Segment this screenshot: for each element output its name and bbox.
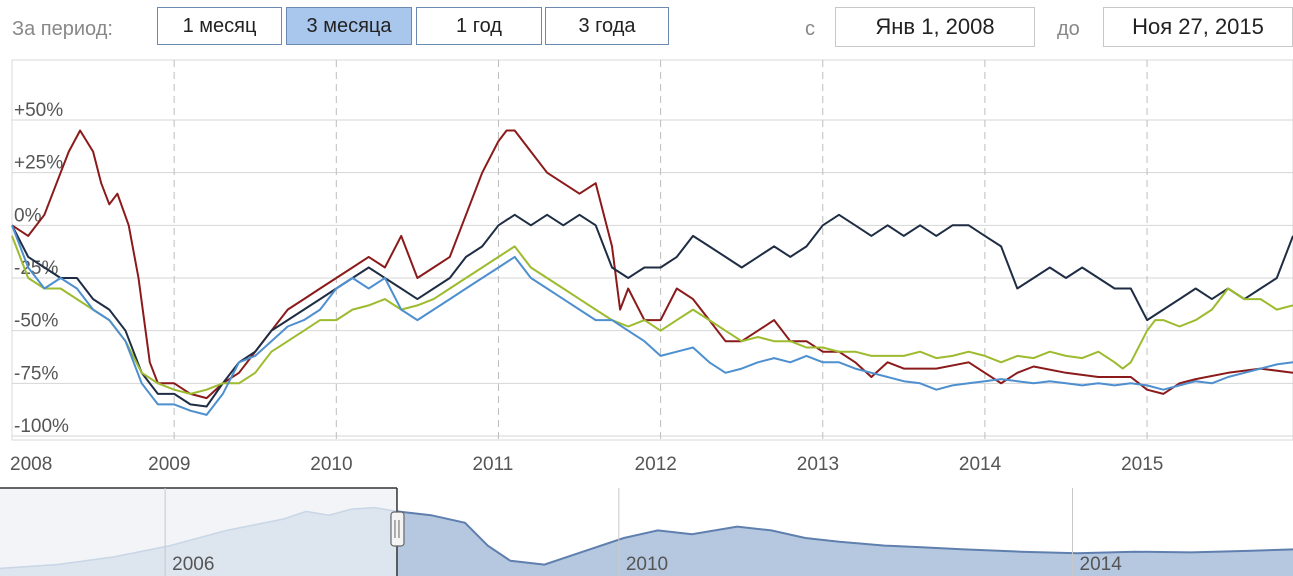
x-tick-label: 2012 bbox=[635, 454, 677, 475]
navigator-year-label: 2006 bbox=[172, 554, 214, 575]
navigator-content: 2006 2010 2014 bbox=[0, 484, 1293, 576]
navigator-line-unselected bbox=[0, 506, 398, 570]
y-tick-label: -75% bbox=[14, 363, 58, 384]
range-3-months-button[interactable]: 3 месяца bbox=[286, 7, 412, 45]
toolbar: За период: 1 месяц 3 месяца 1 год 3 года… bbox=[0, 0, 1293, 52]
x-tick-label: 2008 bbox=[10, 454, 52, 475]
x-tick-label: 2013 bbox=[797, 454, 839, 475]
range-1-month-button[interactable]: 1 месяц bbox=[157, 7, 282, 45]
series-line-0 bbox=[11, 129, 1293, 400]
range-3-years-button[interactable]: 3 года bbox=[545, 7, 669, 45]
y-tick-label: -25% bbox=[14, 258, 58, 279]
to-label: до bbox=[1057, 18, 1080, 40]
plot-frame bbox=[11, 59, 1293, 441]
y-tick-label: 0% bbox=[14, 205, 42, 226]
navigator-line-selected bbox=[396, 510, 1293, 566]
range-navigator[interactable]: 2006 2010 2014 bbox=[0, 484, 1293, 576]
series-line-1 bbox=[11, 213, 1293, 408]
series-lines bbox=[11, 129, 1293, 416]
x-tick-label: 2011 bbox=[472, 454, 513, 475]
y-tick-label: -50% bbox=[14, 311, 58, 332]
x-tick-label: 2015 bbox=[1121, 454, 1163, 475]
x-tick-label: 2009 bbox=[148, 454, 190, 475]
series-line-3 bbox=[11, 224, 1293, 416]
from-date-input[interactable]: Янв 1, 2008 bbox=[835, 7, 1035, 47]
range-1-year-button[interactable]: 1 год bbox=[416, 7, 542, 45]
x-tick-label: 2010 bbox=[310, 454, 352, 475]
y-tick-label: +25% bbox=[14, 153, 63, 174]
period-label: За период: bbox=[12, 18, 113, 40]
x-axis-ticks: 2008 2009 2010 2011 2012 2013 2014 2015 bbox=[10, 454, 1163, 475]
navigator-year-label: 2010 bbox=[626, 554, 668, 575]
x-tick-label: 2014 bbox=[959, 454, 1002, 475]
y-tick-label: +50% bbox=[14, 100, 63, 121]
navigator-year-label: 2014 bbox=[1080, 554, 1123, 575]
navigator-handle[interactable] bbox=[390, 511, 405, 547]
series-line-2 bbox=[11, 235, 1293, 395]
y-tick-label: -100% bbox=[14, 416, 69, 437]
navigator-area-selected bbox=[397, 511, 1293, 576]
main-chart: +50% +25% 0% -25% -50% -75% -100% 2008 2009 2010… bbox=[10, 59, 1293, 475]
from-label: с bbox=[805, 18, 815, 40]
to-date-input[interactable]: Ноя 27, 2015 bbox=[1103, 7, 1293, 47]
y-axis-ticks: +50% +25% 0% -25% -50% -75% -100% bbox=[14, 100, 69, 437]
